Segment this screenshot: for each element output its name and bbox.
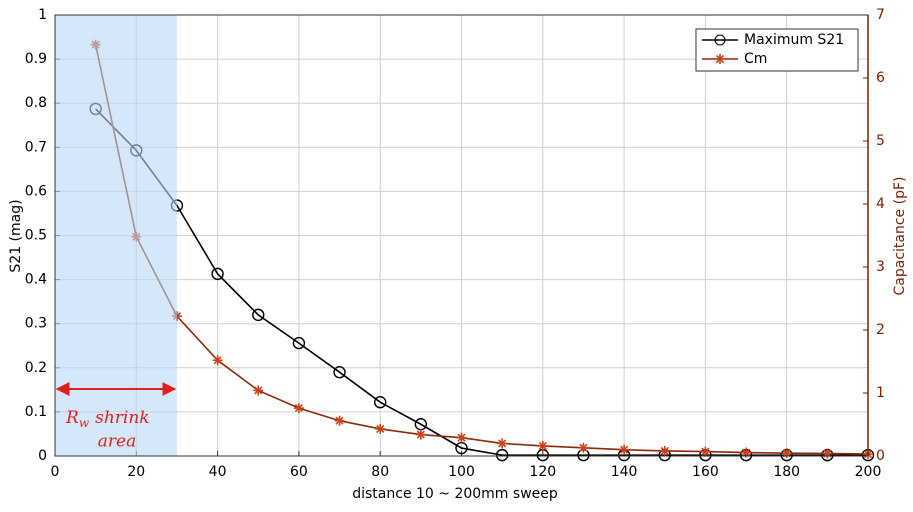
y-tick-label: 0.2 — [25, 360, 47, 376]
marker — [292, 336, 306, 350]
y-tick-label: 0.3 — [25, 316, 47, 332]
annotation-text: shrink — [95, 408, 150, 428]
y2-tick-label: 7 — [876, 7, 885, 23]
marker — [578, 442, 589, 453]
y-axis-label: S21 (mag) — [8, 199, 24, 272]
y-tick-label: 0.7 — [25, 139, 47, 155]
y2-tick-label: 2 — [876, 322, 885, 338]
series-line — [94, 44, 869, 455]
y-tick-label: 1 — [38, 7, 47, 23]
y-tick-label: 0.1 — [25, 404, 47, 420]
marker — [252, 308, 265, 322]
y-tick-label: 0.4 — [25, 272, 47, 288]
marker — [334, 415, 345, 426]
marker — [822, 448, 833, 459]
x-tick-label: 200 — [855, 464, 882, 480]
y2-axis-label: Capacitance (pF) — [892, 177, 908, 296]
marker — [659, 445, 670, 456]
marker — [700, 446, 711, 457]
marker — [293, 403, 304, 414]
legend-label: Cm — [744, 51, 767, 67]
marker — [253, 385, 264, 396]
annotation-text: R — [65, 408, 79, 428]
x-tick-label: 60 — [290, 464, 308, 480]
marker — [375, 423, 386, 434]
marker — [415, 429, 426, 440]
annotation: Rw shrink — [65, 408, 150, 430]
marker — [211, 267, 224, 281]
marker — [715, 54, 725, 64]
annotation: area — [98, 432, 136, 452]
x-tick-label: 160 — [692, 464, 719, 480]
marker — [741, 447, 752, 458]
x-tick-label: 80 — [371, 464, 389, 480]
marker — [497, 438, 508, 449]
marker — [456, 432, 467, 443]
x-tick-label: 20 — [127, 464, 145, 480]
marker — [374, 395, 387, 409]
marker — [781, 448, 792, 459]
x-tick-label: 120 — [529, 464, 556, 480]
marker — [495, 448, 509, 462]
x-tick-label: 180 — [773, 464, 800, 480]
marker — [333, 366, 346, 379]
x-axis-label: distance 10 ~ 200mm sweep — [352, 486, 558, 502]
y-tick-label: 0.8 — [25, 95, 47, 111]
x-tick-label: 140 — [611, 464, 638, 480]
legend-marker — [714, 34, 726, 46]
y2-tick-label: 6 — [876, 70, 885, 86]
y-tick-label: 0.5 — [25, 228, 47, 244]
marker — [619, 444, 630, 455]
series-line — [95, 108, 868, 456]
y-tick-label: 0 — [38, 448, 47, 464]
x-tick-label: 40 — [209, 464, 227, 480]
y2-tick-label: 1 — [876, 385, 885, 401]
x-tick-label: 100 — [448, 464, 475, 480]
y2-tick-label: 0 — [876, 448, 885, 464]
y2-tick-label: 5 — [876, 133, 885, 149]
x-tick-label: 0 — [51, 464, 60, 480]
y-tick-label: 0.6 — [25, 183, 47, 199]
legend-label: Maximum S21 — [744, 32, 844, 48]
y2-tick-label: 3 — [876, 259, 885, 275]
annotation-sub: w — [79, 416, 90, 430]
y2-tick-label: 4 — [876, 196, 885, 212]
marker — [537, 440, 548, 451]
marker — [212, 355, 223, 366]
y-tick-label: 0.9 — [25, 51, 47, 67]
